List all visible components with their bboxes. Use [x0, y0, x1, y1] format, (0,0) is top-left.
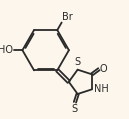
Text: S: S	[71, 104, 77, 114]
Text: Br: Br	[62, 12, 73, 22]
Text: S: S	[75, 57, 81, 67]
Text: O: O	[100, 64, 107, 74]
Text: HO: HO	[0, 45, 13, 55]
Text: NH: NH	[94, 84, 108, 94]
